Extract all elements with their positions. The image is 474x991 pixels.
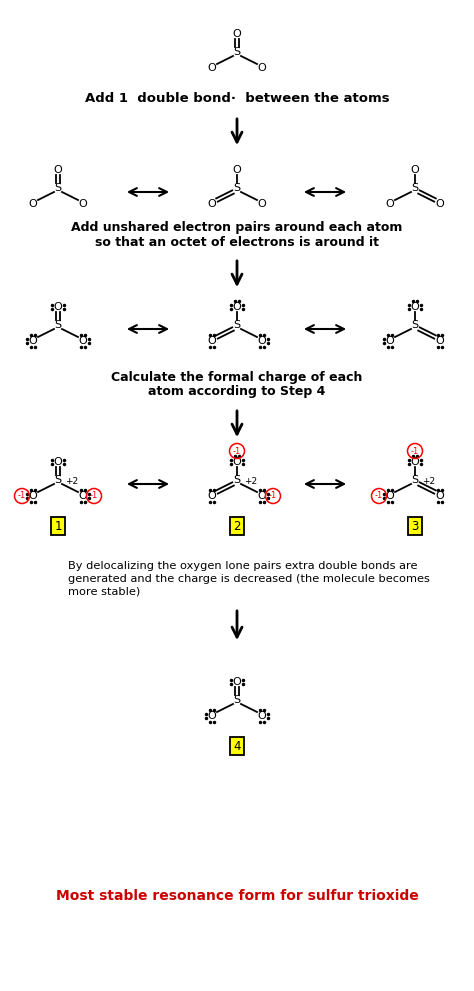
Text: O: O [28, 491, 37, 501]
Text: O: O [28, 336, 37, 346]
Text: Most stable resonance form for sulfur trioxide: Most stable resonance form for sulfur tr… [55, 889, 419, 903]
Text: atom according to Step 4: atom according to Step 4 [148, 385, 326, 398]
Text: O: O [79, 491, 87, 501]
Text: +2: +2 [244, 477, 257, 486]
Text: -1: -1 [269, 492, 277, 500]
Text: more stable): more stable) [68, 587, 140, 597]
Text: -1: -1 [90, 492, 98, 500]
Text: S: S [411, 183, 419, 193]
Text: O: O [258, 711, 266, 721]
Text: O: O [436, 199, 444, 209]
Text: O: O [258, 491, 266, 501]
Text: S: S [233, 320, 241, 330]
Text: O: O [79, 199, 87, 209]
Text: +2: +2 [65, 477, 78, 486]
Text: O: O [258, 199, 266, 209]
Text: S: S [233, 183, 241, 193]
Text: O: O [410, 302, 419, 312]
Text: S: S [55, 320, 62, 330]
Text: -1: -1 [18, 492, 26, 500]
Text: S: S [55, 475, 62, 485]
Text: O: O [233, 29, 241, 39]
Text: By delocalizing the oxygen lone pairs extra double bonds are: By delocalizing the oxygen lone pairs ex… [68, 561, 418, 571]
Text: O: O [208, 63, 216, 73]
Text: S: S [233, 695, 241, 705]
Text: O: O [208, 491, 216, 501]
Text: S: S [55, 183, 62, 193]
Text: O: O [54, 457, 63, 467]
Text: S: S [233, 47, 241, 57]
Text: -1: -1 [411, 447, 419, 456]
Text: 2: 2 [233, 519, 241, 532]
Text: -1: -1 [233, 447, 241, 456]
Text: O: O [54, 165, 63, 175]
Text: O: O [233, 677, 241, 687]
Text: +2: +2 [422, 477, 435, 486]
Text: Add unshared electron pairs around each atom: Add unshared electron pairs around each … [71, 222, 403, 235]
Text: O: O [436, 491, 444, 501]
Text: O: O [233, 165, 241, 175]
Text: S: S [233, 475, 241, 485]
Text: O: O [410, 165, 419, 175]
Text: O: O [233, 302, 241, 312]
Text: so that an octet of electrons is around it: so that an octet of electrons is around … [95, 236, 379, 249]
Text: Calculate the formal charge of each: Calculate the formal charge of each [111, 372, 363, 385]
Text: O: O [28, 199, 37, 209]
Text: O: O [386, 336, 394, 346]
Text: O: O [233, 457, 241, 467]
Text: O: O [208, 199, 216, 209]
Text: O: O [436, 336, 444, 346]
Text: -1: -1 [375, 492, 383, 500]
Text: 1: 1 [54, 519, 62, 532]
Text: Add 1  double bond·  between the atoms: Add 1 double bond· between the atoms [85, 91, 389, 104]
Text: O: O [386, 199, 394, 209]
Text: O: O [410, 457, 419, 467]
Text: O: O [208, 336, 216, 346]
Text: O: O [386, 491, 394, 501]
Text: generated and the charge is decreased (the molecule becomes: generated and the charge is decreased (t… [68, 574, 430, 584]
Text: O: O [258, 63, 266, 73]
Text: S: S [411, 475, 419, 485]
Text: 3: 3 [411, 519, 419, 532]
Text: O: O [208, 711, 216, 721]
Text: O: O [79, 336, 87, 346]
Text: S: S [411, 320, 419, 330]
Text: 4: 4 [233, 739, 241, 752]
Text: O: O [258, 336, 266, 346]
Text: O: O [54, 302, 63, 312]
